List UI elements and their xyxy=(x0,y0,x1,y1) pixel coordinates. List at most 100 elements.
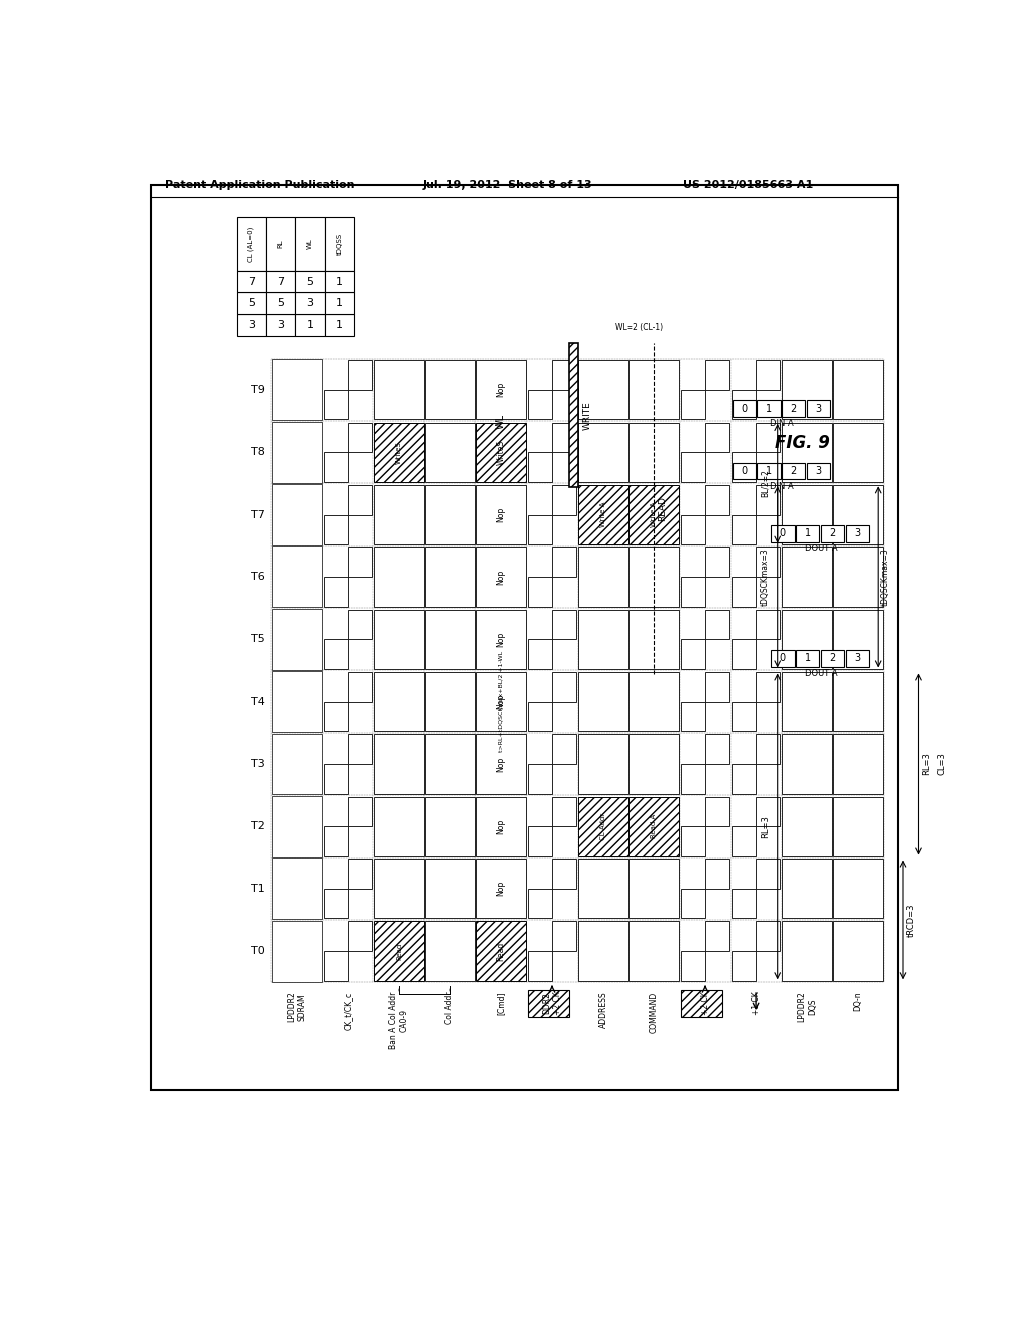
Text: WL: WL xyxy=(496,413,506,429)
Text: Nop: Nop xyxy=(497,694,506,709)
Bar xyxy=(552,360,575,389)
Bar xyxy=(528,764,552,793)
Bar xyxy=(374,422,424,482)
Text: T1: T1 xyxy=(252,884,265,894)
Text: 2: 2 xyxy=(829,653,836,663)
Text: CL (AL=0): CL (AL=0) xyxy=(248,226,255,261)
Text: T0: T0 xyxy=(252,946,265,956)
Bar xyxy=(324,888,348,919)
Text: LPDDR2
SDRAM: LPDDR2 SDRAM xyxy=(287,991,306,1022)
Text: T4: T4 xyxy=(251,697,265,706)
Bar xyxy=(425,797,475,857)
Bar xyxy=(834,797,883,857)
Text: WriteS: WriteS xyxy=(396,441,402,463)
Bar xyxy=(295,216,325,271)
Text: CK_t/CK_c: CK_t/CK_c xyxy=(343,991,352,1030)
Bar xyxy=(425,672,475,731)
Bar xyxy=(758,400,780,417)
Bar xyxy=(630,422,679,482)
Bar xyxy=(807,462,830,479)
Bar xyxy=(425,610,475,669)
Bar xyxy=(324,764,348,793)
Bar xyxy=(348,734,372,764)
Bar xyxy=(348,484,372,515)
Bar xyxy=(732,515,756,544)
Text: Ban A Col Addr
CA0-9: Ban A Col Addr CA0-9 xyxy=(389,991,409,1049)
Bar xyxy=(796,525,819,543)
Bar xyxy=(681,577,706,607)
Bar xyxy=(732,389,756,420)
Text: tRCD=3: tRCD=3 xyxy=(907,903,915,937)
Text: 2: 2 xyxy=(829,528,836,539)
Bar xyxy=(782,610,831,669)
Bar xyxy=(732,888,756,919)
Bar xyxy=(630,610,679,669)
Bar xyxy=(476,859,525,919)
Text: T9: T9 xyxy=(251,385,265,395)
Bar xyxy=(782,672,831,731)
Text: T8: T8 xyxy=(251,447,265,457)
Bar xyxy=(325,216,354,271)
Bar xyxy=(272,858,322,919)
Bar xyxy=(630,921,679,981)
Bar xyxy=(579,797,628,857)
Text: 1: 1 xyxy=(336,277,343,286)
Bar xyxy=(237,314,266,335)
Bar xyxy=(425,484,475,544)
Bar xyxy=(579,734,628,793)
Text: Write A: Write A xyxy=(651,502,657,527)
Bar xyxy=(528,702,552,731)
Text: Read: Read xyxy=(396,942,402,960)
Bar xyxy=(552,484,575,515)
Text: 0: 0 xyxy=(780,653,786,663)
Text: DOUT A: DOUT A xyxy=(805,544,838,553)
Text: 7: 7 xyxy=(248,277,255,286)
Text: 5: 5 xyxy=(306,277,313,286)
Bar xyxy=(476,422,525,482)
Text: Patent Application Publication: Patent Application Publication xyxy=(165,181,354,190)
Text: 1: 1 xyxy=(766,404,772,413)
Bar xyxy=(266,293,295,314)
Bar xyxy=(528,389,552,420)
Text: 0: 0 xyxy=(741,466,748,477)
Text: Nop: Nop xyxy=(497,818,506,834)
Bar xyxy=(706,734,729,764)
Bar xyxy=(732,702,756,731)
Bar xyxy=(348,672,372,702)
Bar xyxy=(732,400,756,417)
Bar xyxy=(552,859,575,888)
Text: 3: 3 xyxy=(306,298,313,308)
Bar xyxy=(528,826,552,857)
Bar xyxy=(425,734,475,793)
Text: 1: 1 xyxy=(336,298,343,308)
Bar xyxy=(630,859,679,919)
Bar xyxy=(706,422,729,453)
Text: WRITE: WRITE xyxy=(583,401,592,429)
Bar xyxy=(324,639,348,669)
Bar xyxy=(706,360,729,389)
Text: RL=3: RL=3 xyxy=(761,814,770,838)
Bar xyxy=(425,859,475,919)
Bar xyxy=(782,734,831,793)
Bar xyxy=(834,422,883,482)
Text: 0: 0 xyxy=(741,404,748,413)
Bar xyxy=(732,826,756,857)
Bar xyxy=(374,859,424,919)
Bar xyxy=(681,764,706,793)
Bar xyxy=(732,764,756,793)
Text: Read A: Read A xyxy=(651,814,657,838)
Bar xyxy=(796,649,819,667)
Bar xyxy=(374,797,424,857)
Bar xyxy=(579,921,628,981)
Text: T6: T6 xyxy=(252,572,265,582)
Bar xyxy=(552,797,575,826)
Text: LPDDR2
DQS: LPDDR2 DQS xyxy=(798,991,817,1022)
Text: DIN A: DIN A xyxy=(770,420,794,429)
Text: 2: 2 xyxy=(791,404,797,413)
Bar xyxy=(324,952,348,981)
Text: Nop: Nop xyxy=(497,756,506,772)
Bar xyxy=(846,525,869,543)
Text: Read: Read xyxy=(497,941,506,961)
Bar xyxy=(272,484,322,545)
Bar xyxy=(756,360,780,389)
